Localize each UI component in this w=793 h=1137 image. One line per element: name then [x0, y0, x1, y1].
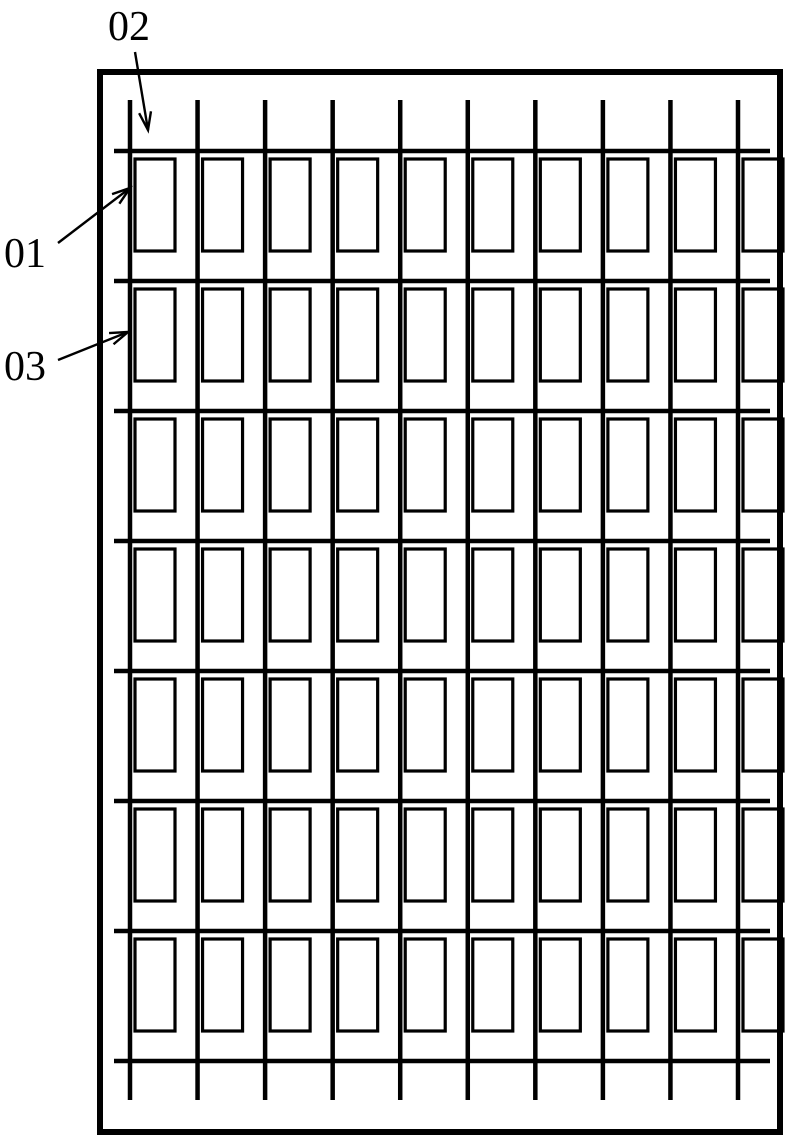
callout-label-01: 01: [4, 231, 46, 277]
callout-label-02: 02: [108, 4, 150, 50]
callout-label-03: 03: [4, 344, 46, 390]
